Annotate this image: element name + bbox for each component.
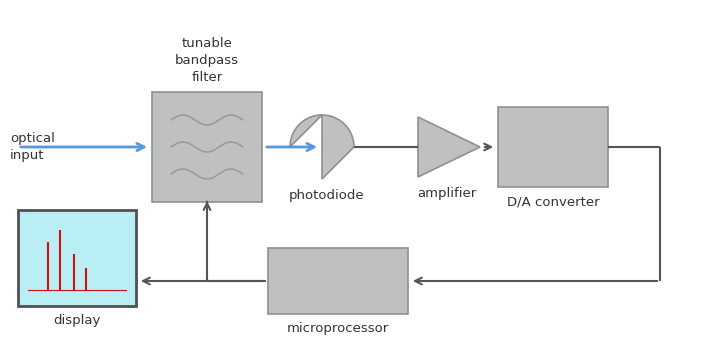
Bar: [498, 107, 608, 187]
Text: tunable
bandpass
filter: tunable bandpass filter: [175, 37, 239, 84]
Bar: [18, 210, 136, 306]
Polygon shape: [418, 117, 480, 177]
Bar: [268, 248, 408, 314]
Text: optical
input: optical input: [10, 132, 55, 162]
Text: D/A converter: D/A converter: [507, 195, 599, 208]
Polygon shape: [290, 115, 354, 179]
Text: microprocessor: microprocessor: [287, 322, 389, 335]
Text: photodiode: photodiode: [289, 189, 365, 202]
Text: amplifier: amplifier: [417, 187, 476, 200]
Text: display: display: [54, 314, 101, 327]
Bar: [152, 92, 262, 202]
